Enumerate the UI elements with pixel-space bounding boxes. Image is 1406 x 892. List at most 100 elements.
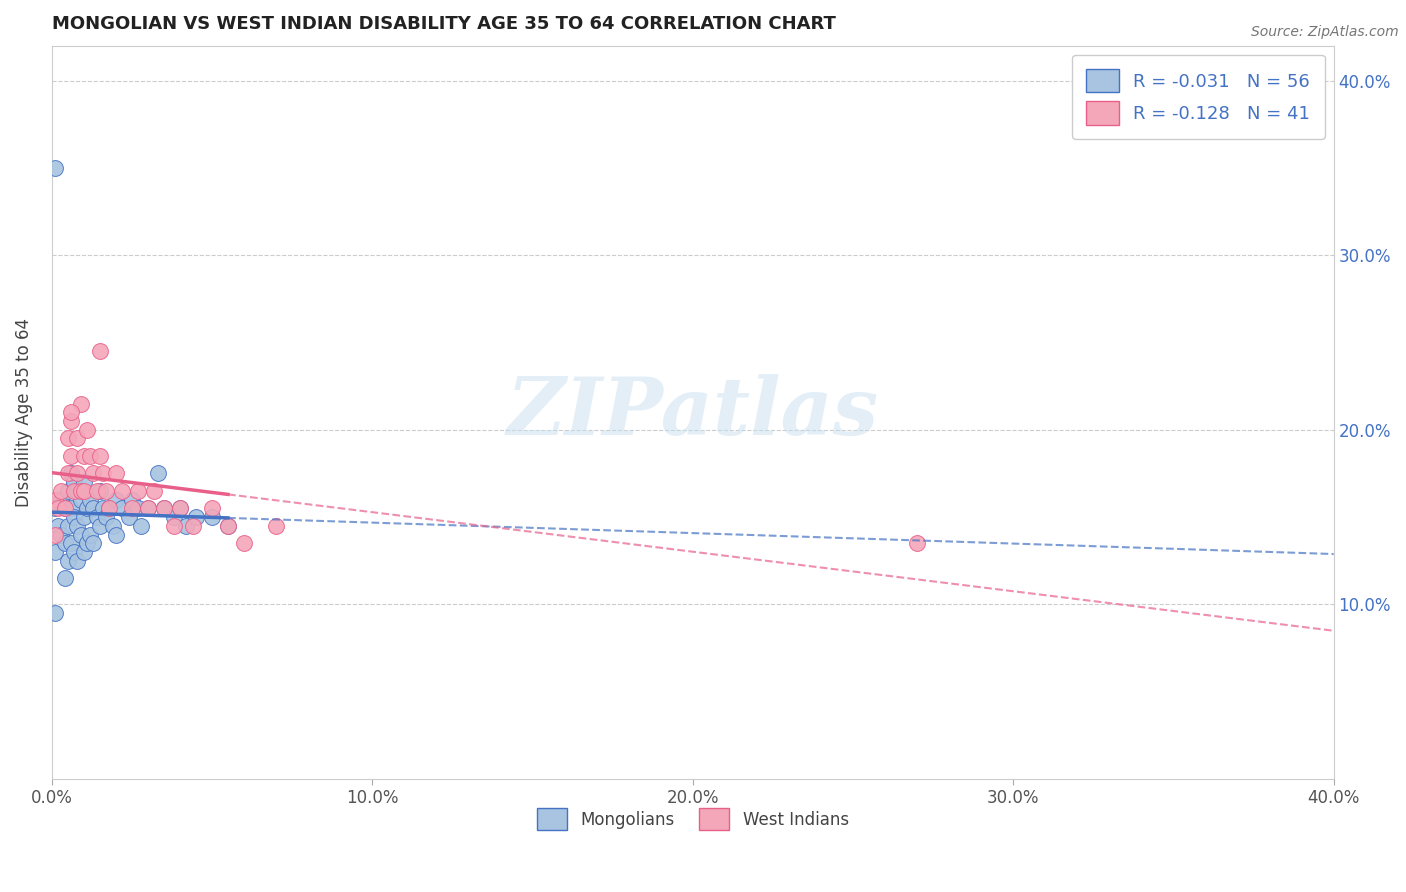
- Point: [63, 510, 86, 524]
- Point: [111, 483, 134, 498]
- Point: [86, 510, 108, 524]
- Point: [46, 518, 69, 533]
- Point: [59, 449, 82, 463]
- Point: [44, 606, 66, 620]
- Text: MONGOLIAN VS WEST INDIAN DISABILITY AGE 35 TO 64 CORRELATION CHART: MONGOLIAN VS WEST INDIAN DISABILITY AGE …: [52, 15, 835, 33]
- Point: [63, 475, 86, 489]
- Point: [59, 536, 82, 550]
- Point: [201, 510, 224, 524]
- Point: [201, 501, 224, 516]
- Point: [59, 467, 82, 481]
- Point: [69, 527, 91, 541]
- Point: [51, 483, 73, 498]
- Point: [82, 536, 104, 550]
- Point: [69, 396, 91, 410]
- Point: [44, 161, 66, 175]
- Text: ZIPatlas: ZIPatlas: [506, 374, 879, 451]
- Point: [66, 483, 89, 498]
- Point: [46, 501, 69, 516]
- Point: [86, 483, 108, 498]
- Point: [66, 432, 89, 446]
- Point: [79, 527, 101, 541]
- Point: [66, 467, 89, 481]
- Point: [73, 545, 96, 559]
- Point: [91, 501, 114, 516]
- Point: [76, 501, 98, 516]
- Point: [56, 432, 79, 446]
- Point: [53, 501, 76, 516]
- Point: [127, 483, 149, 498]
- Point: [66, 518, 89, 533]
- Point: [184, 510, 207, 524]
- Point: [104, 527, 127, 541]
- Point: [146, 467, 169, 481]
- Point: [51, 527, 73, 541]
- Point: [217, 518, 239, 533]
- Point: [118, 510, 141, 524]
- Point: [143, 483, 166, 498]
- Point: [89, 449, 111, 463]
- Point: [104, 467, 127, 481]
- Point: [131, 518, 153, 533]
- Point: [162, 510, 184, 524]
- Point: [82, 467, 104, 481]
- Text: Source: ZipAtlas.com: Source: ZipAtlas.com: [1251, 25, 1399, 39]
- Point: [89, 518, 111, 533]
- Point: [89, 483, 111, 498]
- Point: [162, 518, 184, 533]
- Point: [91, 467, 114, 481]
- Point: [76, 536, 98, 550]
- Point: [111, 501, 134, 516]
- Point: [51, 492, 73, 507]
- Point: [121, 501, 143, 516]
- Point: [56, 483, 79, 498]
- Point: [104, 492, 127, 507]
- Point: [98, 501, 121, 516]
- Point: [169, 501, 191, 516]
- Point: [53, 536, 76, 550]
- Point: [73, 510, 96, 524]
- Point: [98, 501, 121, 516]
- Point: [44, 527, 66, 541]
- Point: [56, 518, 79, 533]
- Point: [96, 483, 118, 498]
- Point: [56, 554, 79, 568]
- Point: [96, 510, 118, 524]
- Point: [53, 501, 76, 516]
- Point: [53, 571, 76, 585]
- Point: [44, 501, 66, 516]
- Point: [44, 545, 66, 559]
- Point: [69, 483, 91, 498]
- Point: [79, 492, 101, 507]
- Point: [59, 501, 82, 516]
- Point: [176, 518, 198, 533]
- Point: [66, 554, 89, 568]
- Point: [59, 414, 82, 428]
- Point: [73, 475, 96, 489]
- Point: [56, 467, 79, 481]
- Point: [79, 449, 101, 463]
- Point: [217, 518, 239, 533]
- Point: [76, 423, 98, 437]
- Point: [82, 501, 104, 516]
- Point: [59, 405, 82, 419]
- Point: [101, 518, 124, 533]
- Point: [73, 449, 96, 463]
- Point: [136, 501, 159, 516]
- Point: [136, 501, 159, 516]
- Point: [905, 536, 928, 550]
- Point: [169, 501, 191, 516]
- Point: [44, 492, 66, 507]
- Y-axis label: Disability Age 35 to 64: Disability Age 35 to 64: [15, 318, 32, 507]
- Point: [153, 501, 176, 516]
- Point: [264, 518, 287, 533]
- Point: [63, 483, 86, 498]
- Point: [127, 501, 149, 516]
- Point: [63, 545, 86, 559]
- Point: [69, 492, 91, 507]
- Point: [153, 501, 176, 516]
- Point: [89, 344, 111, 359]
- Point: [181, 518, 204, 533]
- Point: [73, 483, 96, 498]
- Point: [121, 492, 143, 507]
